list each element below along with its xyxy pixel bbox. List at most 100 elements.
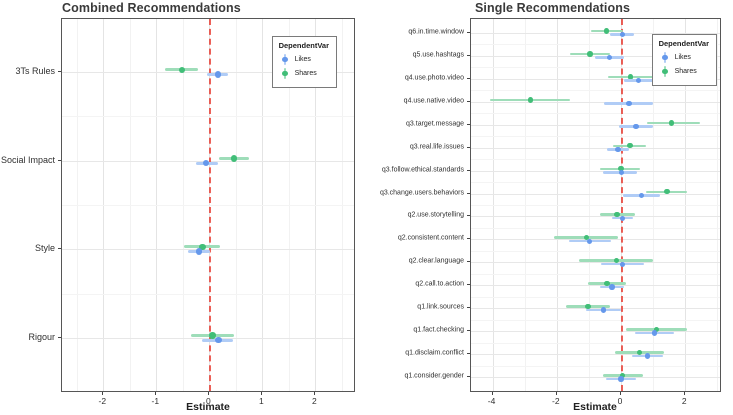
- estimate-point-shares: [583, 234, 590, 241]
- estimate-point-likes: [626, 100, 632, 107]
- estimate-point-likes: [195, 248, 202, 255]
- x-tick-label: -4: [487, 396, 496, 406]
- x-tick-mark: [314, 392, 316, 395]
- y-axis-ticks: [467, 18, 470, 392]
- pointrange-glyph-shares-icon: [661, 66, 670, 77]
- y-category-label: q4.use.native.video: [403, 97, 464, 105]
- estimate-point-likes: [636, 77, 642, 84]
- y-category-label: q1.disclaim.conflict: [405, 349, 464, 357]
- major-gridline: [62, 249, 354, 251]
- zero-reference-line: [209, 19, 212, 391]
- minor-gridline: [471, 136, 720, 138]
- minor-gridline: [471, 205, 720, 206]
- y-tick-mark: [467, 146, 470, 148]
- major-gridline: [62, 72, 354, 74]
- y-category-label: q1.fact.checking: [413, 326, 464, 334]
- x-tick-mark: [491, 392, 493, 395]
- y-category-label: q1.consider.gender: [404, 372, 464, 380]
- minor-gridline: [471, 159, 720, 161]
- plot-panel: DependentVar Likes Shares: [470, 18, 721, 392]
- y-category-label: q2.use.storytelling: [407, 211, 464, 219]
- estimate-point-likes: [202, 159, 210, 167]
- major-gridline: [471, 32, 720, 34]
- minor-gridline: [471, 90, 720, 92]
- y-axis-labels: 3Ts Rules Social Impact Style Rigour: [0, 18, 55, 392]
- y-tick-mark: [467, 77, 470, 79]
- x-axis-title: Estimate: [186, 401, 230, 413]
- y-tick-mark: [467, 123, 470, 125]
- y-tick-mark: [467, 169, 470, 171]
- y-tick-mark: [58, 336, 61, 338]
- major-gridline: [471, 147, 720, 149]
- estimate-point-likes: [644, 353, 651, 359]
- y-tick-mark: [467, 238, 470, 240]
- minor-gridline: [62, 205, 354, 206]
- estimate-point-shares: [619, 372, 626, 379]
- estimate-point-likes: [586, 238, 593, 244]
- major-gridline: [471, 377, 720, 379]
- major-gridline: [471, 78, 720, 80]
- y-category-label: Rigour: [28, 331, 55, 342]
- estimate-point-shares: [199, 243, 206, 251]
- estimate-point-shares: [209, 332, 216, 339]
- estimate-point-likes: [618, 376, 624, 382]
- minor-gridline: [471, 67, 720, 69]
- legend-item-shares: Shares: [661, 66, 709, 77]
- estimate-point-likes: [600, 307, 607, 313]
- x-tick-label: 1: [258, 396, 264, 406]
- legend-title: DependentVar: [658, 39, 709, 48]
- y-category-label: q3.target.message: [406, 120, 464, 128]
- y-tick-mark: [467, 192, 470, 194]
- x-tick-label: -1: [151, 396, 160, 406]
- y-tick-mark: [467, 100, 470, 102]
- estimate-point-shares: [614, 211, 620, 218]
- minor-gridline: [471, 44, 720, 46]
- minor-gridline: [471, 342, 720, 344]
- x-tick-mark: [555, 392, 557, 395]
- y-axis-ticks: [58, 18, 61, 392]
- y-tick-mark: [467, 31, 470, 33]
- pointrange-glyph-likes-icon: [661, 52, 670, 63]
- estimate-point-shares: [653, 326, 660, 333]
- estimate-point-likes: [609, 284, 615, 290]
- plot-panel: DependentVar Likes Shares: [61, 18, 355, 392]
- estimate-point-likes: [215, 337, 222, 344]
- pointrange-glyph-likes-icon: [281, 54, 290, 65]
- x-tick-mark: [684, 392, 686, 395]
- major-gridline: [471, 55, 720, 57]
- y-tick-mark: [58, 159, 61, 161]
- estimate-point-shares: [668, 120, 675, 126]
- legend-label: Likes: [674, 54, 691, 61]
- y-tick-mark: [467, 284, 470, 286]
- y-category-label: q1.link.sources: [417, 303, 464, 311]
- y-tick-mark: [467, 307, 470, 309]
- estimate-point-likes: [619, 31, 626, 38]
- x-tick-mark: [261, 392, 263, 395]
- estimate-point-shares: [178, 66, 185, 73]
- legend: DependentVar Likes Shares: [651, 34, 717, 86]
- y-tick-mark: [467, 54, 470, 56]
- legend-label: Shares: [294, 70, 317, 77]
- y-tick-mark: [58, 71, 61, 73]
- y-tick-mark: [467, 261, 470, 263]
- x-tick-label: 2: [311, 396, 317, 406]
- plot-title: Combined Recommendations: [62, 1, 241, 15]
- minor-gridline: [471, 113, 720, 115]
- estimate-point-shares: [231, 155, 238, 162]
- x-tick-label: 0: [617, 396, 623, 406]
- major-gridline: [471, 124, 720, 126]
- major-gridline: [471, 354, 720, 356]
- estimate-point-shares: [636, 349, 643, 356]
- y-tick-mark: [467, 353, 470, 355]
- estimate-point-shares: [604, 280, 610, 287]
- estimate-point-likes: [607, 54, 613, 61]
- estimate-point-shares: [527, 97, 534, 103]
- minor-gridline: [471, 182, 720, 184]
- major-gridline: [471, 285, 720, 287]
- minor-gridline: [62, 293, 354, 295]
- estimate-point-likes: [619, 215, 626, 221]
- y-tick-mark: [58, 248, 61, 250]
- estimate-point-likes: [652, 330, 658, 336]
- legend-item-likes: Likes: [281, 54, 329, 65]
- legend: DependentVar Likes Shares: [271, 36, 337, 88]
